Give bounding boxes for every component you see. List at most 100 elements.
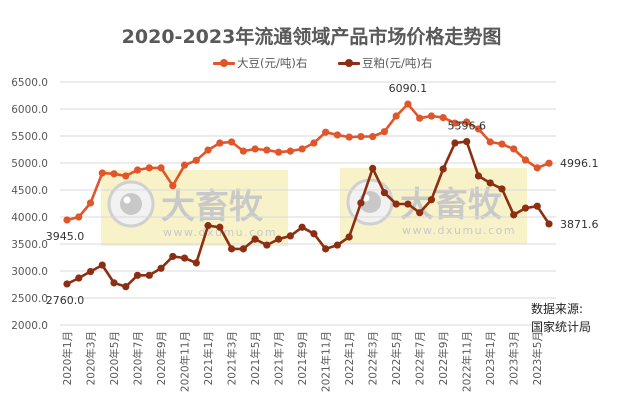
data-point-marker xyxy=(498,185,506,193)
data-point-marker xyxy=(357,132,365,141)
data-point-marker xyxy=(98,261,106,269)
data-point-marker xyxy=(216,223,224,231)
data-point-marker xyxy=(545,159,553,167)
gridlines xyxy=(60,81,556,326)
x-tick-label: 2020年9月 xyxy=(155,331,168,385)
data-point-marker xyxy=(192,156,200,164)
data-point-marker xyxy=(463,118,471,126)
y-tick-label: 6500.0 xyxy=(11,77,48,89)
legend-label-soymeal: 豆粕(元/吨)右 xyxy=(362,56,433,70)
svg-text:www.dxumu.com: www.dxumu.com xyxy=(163,226,277,239)
svg-text:www.dxumu.com: www.dxumu.com xyxy=(402,224,516,237)
data-point-marker xyxy=(169,182,177,190)
x-tick-label: 2021年3月 xyxy=(226,331,239,385)
data-point-marker xyxy=(392,200,400,208)
data-point-marker xyxy=(133,271,142,279)
data-point-marker xyxy=(157,164,165,172)
data-point-marker xyxy=(322,128,330,136)
x-tick-label: 2021年5月 xyxy=(249,331,262,385)
series-soymeal xyxy=(63,137,553,291)
data-point-marker xyxy=(110,170,118,178)
data-point-marker xyxy=(239,147,247,155)
data-point-marker xyxy=(404,100,412,108)
legend-label-soybean: 大豆(元/吨)右 xyxy=(237,56,308,70)
data-point-marker xyxy=(263,241,271,249)
data-point-marker xyxy=(510,211,518,219)
data-point-marker xyxy=(75,213,83,221)
source-value: 国家统计局 xyxy=(531,320,592,334)
data-point-marker xyxy=(204,222,212,230)
data-point-marker xyxy=(251,235,259,243)
y-tick-label: 2500.0 xyxy=(11,293,48,305)
y-tick-label: 5500.0 xyxy=(11,131,48,143)
data-point-marker xyxy=(369,164,377,172)
data-point-marker xyxy=(545,220,553,228)
data-point-marker xyxy=(533,202,541,210)
data-point-marker xyxy=(133,166,142,174)
data-point-marker xyxy=(357,199,365,207)
data-point-marker xyxy=(145,271,153,279)
y-tick-label: 3500.0 xyxy=(11,239,48,251)
x-tick-label: 2022年11月 xyxy=(461,331,474,392)
y-tick-label: 4500.0 xyxy=(11,185,48,197)
x-tick-label: 2020年11月 xyxy=(179,331,192,392)
data-point-marker xyxy=(369,132,377,141)
x-tick-label: 2021年7月 xyxy=(273,331,286,385)
data-point-marker xyxy=(463,137,471,146)
x-tick-label: 2022年1月 xyxy=(343,331,356,385)
data-point-marker xyxy=(145,164,153,172)
data-point-marker xyxy=(510,145,518,153)
data-point-marker xyxy=(333,131,341,139)
data-point-marker xyxy=(392,112,400,120)
y-axis: 6500.0 6000.0 5500.0 5000.0 4500.0 4000.0 3500… xyxy=(11,77,48,332)
data-point-marker xyxy=(474,125,483,133)
x-tick-label: 2022年3月 xyxy=(367,331,380,385)
data-label: 2760.0 xyxy=(46,294,85,307)
data-point-marker xyxy=(110,279,118,287)
x-tick-label: 2020年1月 xyxy=(61,331,74,385)
data-point-marker xyxy=(380,128,389,136)
data-point-marker xyxy=(275,148,283,156)
data-point-marker xyxy=(63,280,71,288)
y-tick-label: 3000.0 xyxy=(11,266,48,278)
data-point-marker xyxy=(298,145,306,153)
data-point-marker xyxy=(98,169,106,177)
y-tick-label: 4000.0 xyxy=(11,212,48,224)
data-point-marker xyxy=(169,252,177,261)
data-point-marker xyxy=(286,232,294,240)
data-label: 6090.1 xyxy=(389,82,428,95)
data-point-marker xyxy=(451,119,459,127)
data-label: 5396.6 xyxy=(447,120,486,133)
data-point-marker xyxy=(63,216,71,224)
data-point-marker xyxy=(251,145,259,153)
data-point-marker xyxy=(486,179,494,187)
legend-item-soymeal: 豆粕(元/吨)右 xyxy=(338,55,432,71)
y-tick-label: 5000.0 xyxy=(11,158,48,170)
legend-line-marker-icon xyxy=(213,58,235,68)
data-point-marker xyxy=(204,146,212,154)
data-point-marker xyxy=(533,164,541,172)
data-point-marker xyxy=(157,264,165,272)
data-point-marker xyxy=(322,245,330,253)
data-point-marker xyxy=(416,114,424,122)
data-point-marker xyxy=(404,200,412,208)
data-point-marker xyxy=(192,259,200,267)
x-tick-label: 2020年3月 xyxy=(85,331,98,385)
data-point-marker xyxy=(263,146,271,154)
legend-line-marker-icon xyxy=(338,58,360,68)
x-tick-label: 2022年7月 xyxy=(414,331,427,385)
source-label: 数据来源: xyxy=(531,302,584,316)
data-label: 4996.1 xyxy=(560,157,599,170)
data-point-marker xyxy=(275,235,283,243)
data-point-marker xyxy=(122,172,130,180)
data-point-marker xyxy=(180,161,189,169)
data-point-marker xyxy=(521,204,530,212)
data-point-marker xyxy=(333,241,341,249)
x-tick-label: 2023年1月 xyxy=(484,331,497,385)
data-labels: 3945.0 6090.1 4996.1 2760.0 5396.6 3871.6 xyxy=(46,82,599,307)
data-point-marker xyxy=(427,112,436,120)
